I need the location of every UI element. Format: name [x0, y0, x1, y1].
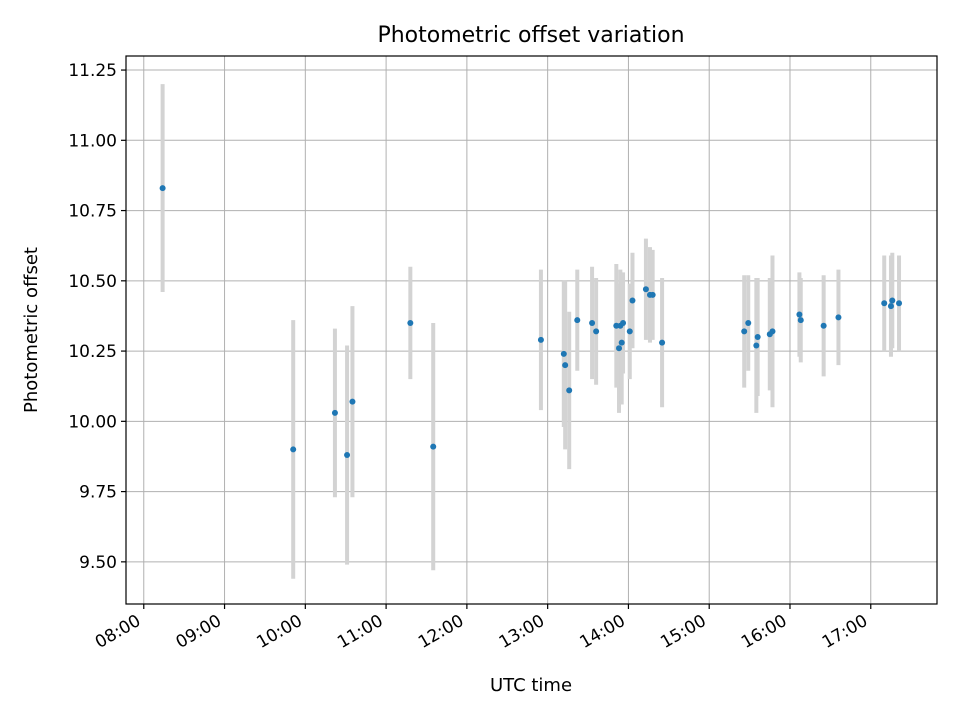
data-points [159, 185, 903, 459]
data-point [430, 443, 437, 450]
data-point [769, 328, 776, 335]
data-point [562, 362, 569, 369]
data-point [797, 317, 804, 324]
data-point [820, 322, 827, 329]
data-point [881, 300, 888, 307]
y-tick-label: 10.00 [68, 412, 117, 432]
data-point [642, 286, 649, 293]
data-point [629, 297, 636, 304]
y-axis-ticks: 9.50 9.75 10.00 10.25 10.50 10.75 11.00 11.25 [68, 61, 126, 573]
data-point [889, 297, 896, 304]
data-point [537, 336, 544, 343]
y-tick-label: 11.25 [68, 61, 117, 81]
data-point [745, 319, 752, 326]
data-point [620, 319, 627, 326]
y-tick-label: 10.75 [68, 202, 117, 222]
data-point [290, 446, 297, 453]
data-point [407, 319, 414, 326]
data-point [649, 291, 656, 298]
data-point [896, 300, 903, 307]
data-point [741, 328, 748, 335]
data-point [618, 339, 625, 346]
data-point [331, 409, 338, 416]
data-point [574, 317, 581, 324]
data-point [835, 314, 842, 321]
grid-lines [126, 56, 937, 604]
data-point [560, 350, 567, 357]
data-point [159, 185, 166, 192]
data-point [753, 342, 760, 349]
data-point [566, 387, 573, 394]
x-axis-label: UTC time [490, 675, 572, 696]
data-point [796, 311, 803, 318]
plot-frame [125, 55, 938, 605]
data-point [626, 328, 633, 335]
y-tick-label: 10.25 [68, 342, 117, 362]
y-tick-label: 9.50 [79, 553, 117, 573]
data-point [659, 339, 666, 346]
data-point [593, 328, 600, 335]
data-point [616, 345, 623, 352]
data-point [349, 398, 356, 405]
data-point [344, 452, 351, 459]
y-tick-label: 9.75 [79, 483, 117, 503]
y-tick-label: 11.00 [68, 131, 117, 151]
y-axis-label: Photometric offset [21, 247, 42, 413]
data-point [754, 334, 761, 341]
data-point [589, 319, 596, 326]
data-point [887, 303, 894, 310]
chart-title: Photometric offset variation [377, 23, 684, 48]
y-tick-label: 10.50 [68, 272, 117, 292]
